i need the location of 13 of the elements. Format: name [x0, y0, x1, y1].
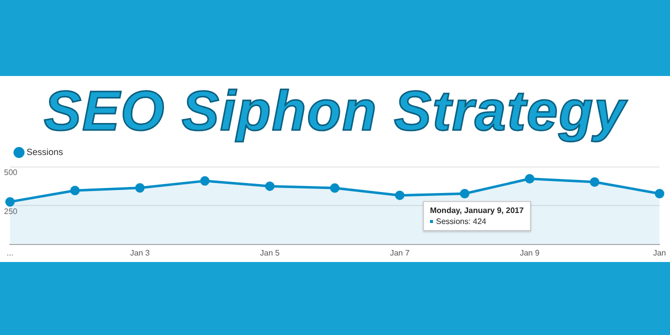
y-tick-label: 250 — [4, 206, 18, 216]
x-tick-label: ... — [6, 248, 14, 258]
annotation: Monday, January 9, 2017 — [430, 206, 524, 215]
x-tick-label: Jan 7 — [390, 248, 410, 258]
x-tick-label: Jan 3 — [130, 248, 150, 258]
y-tick-label: 500 — [4, 168, 18, 178]
legend-label: Sessions — [26, 146, 64, 157]
annotation: Sessions: 424 — [436, 217, 486, 226]
x-tick-label: Jan 5 — [260, 248, 280, 258]
x-tick-label: Jan — [653, 248, 666, 258]
x-tick-label: Jan 9 — [520, 248, 540, 258]
chart-title: SEO Siphon Strategy — [42, 78, 628, 144]
tooltip-box: Monday, January 9, 2017 Sessions: 424 — [423, 201, 531, 231]
